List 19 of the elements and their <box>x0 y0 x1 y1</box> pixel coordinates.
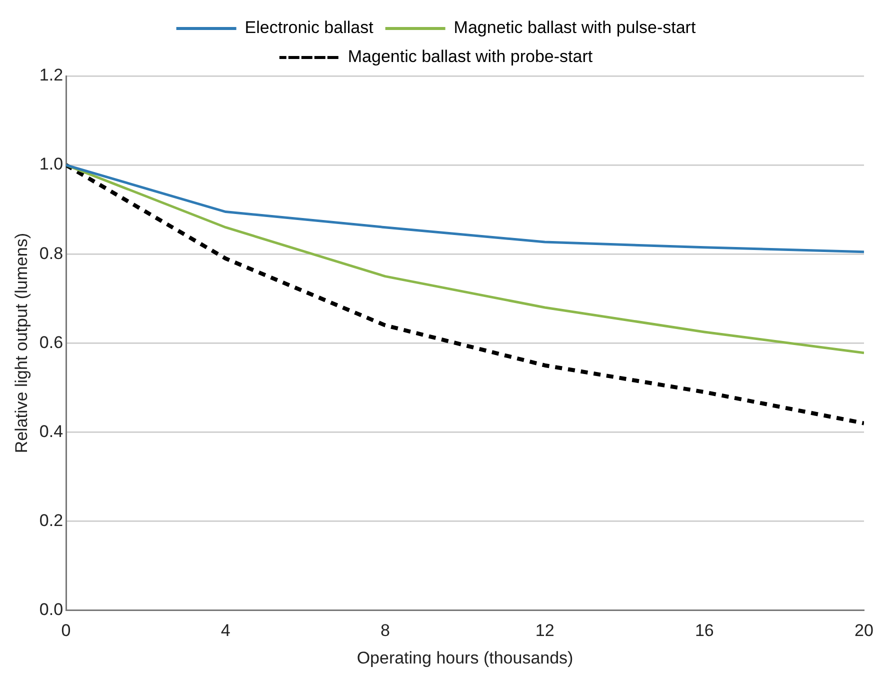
legend-label: Magnetic ballast with pulse-start <box>454 18 696 38</box>
y-tick-label: 0.0 <box>39 600 64 619</box>
line-series <box>66 163 864 426</box>
x-tick-label: 8 <box>380 621 390 640</box>
x-tick-label: 4 <box>220 621 230 640</box>
y-tick-label: 0.4 <box>39 422 64 441</box>
x-tick-label: 0 <box>61 621 71 640</box>
x-tick-label: 12 <box>535 621 554 640</box>
y-tick-label: 0.8 <box>39 244 64 263</box>
y-tick-label: 0.2 <box>39 510 64 530</box>
y-tick-label: 1.2 <box>39 66 64 85</box>
legend-label: Magentic ballast with probe-start <box>348 47 593 66</box>
legend-label: Electronic ballast <box>244 18 374 38</box>
x-tick-label: 16 <box>694 621 714 640</box>
x-tick-label: 20 <box>854 621 874 640</box>
x-axis-title: Operating hours (thousands) <box>356 648 574 668</box>
y-axis-title: Relative light output (lumens) <box>12 233 31 454</box>
y-tick-label: 0.6 <box>39 332 64 352</box>
y-tick-label: 1.0 <box>39 154 64 174</box>
